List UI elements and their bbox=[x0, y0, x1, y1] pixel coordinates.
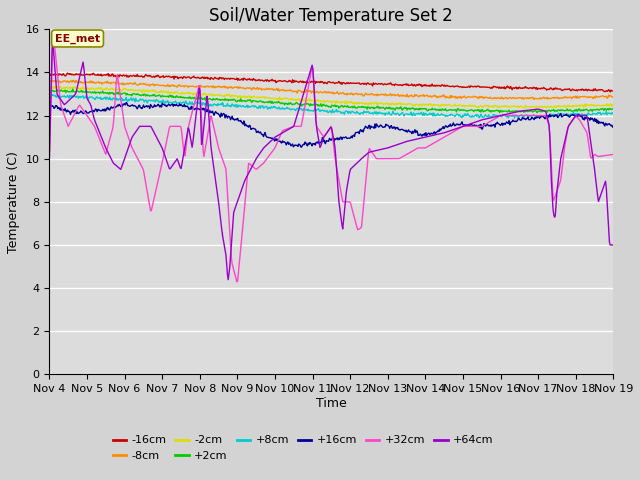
+32cm bbox=[172, 123, 179, 129]
Text: EE_met: EE_met bbox=[55, 33, 100, 44]
-8cm bbox=[401, 93, 408, 99]
-8cm bbox=[45, 79, 53, 85]
+64cm bbox=[202, 108, 209, 114]
Line: -16cm: -16cm bbox=[49, 73, 613, 92]
-16cm bbox=[417, 82, 425, 87]
+32cm bbox=[233, 279, 241, 285]
-8cm bbox=[115, 80, 122, 86]
+2cm bbox=[172, 95, 179, 100]
+8cm bbox=[609, 111, 617, 117]
+32cm bbox=[609, 152, 617, 157]
-2cm bbox=[202, 91, 209, 96]
Y-axis label: Temperature (C): Temperature (C) bbox=[7, 151, 20, 253]
+2cm bbox=[401, 105, 408, 110]
+16cm bbox=[56, 106, 63, 111]
+8cm bbox=[202, 101, 209, 107]
Line: +16cm: +16cm bbox=[49, 102, 613, 147]
+2cm bbox=[56, 88, 63, 94]
-16cm bbox=[606, 89, 614, 95]
+8cm bbox=[48, 91, 56, 97]
Line: -8cm: -8cm bbox=[49, 80, 613, 99]
-8cm bbox=[531, 96, 538, 102]
+16cm bbox=[609, 125, 617, 131]
+64cm bbox=[45, 156, 53, 162]
-2cm bbox=[45, 84, 53, 90]
-8cm bbox=[172, 84, 179, 89]
+64cm bbox=[172, 158, 179, 164]
-16cm bbox=[45, 71, 53, 77]
Line: +2cm: +2cm bbox=[49, 89, 613, 113]
-2cm bbox=[56, 84, 64, 90]
-16cm bbox=[63, 70, 71, 76]
+32cm bbox=[45, 156, 53, 162]
-2cm bbox=[51, 84, 59, 89]
+2cm bbox=[609, 106, 617, 111]
-16cm bbox=[401, 82, 408, 87]
+8cm bbox=[56, 94, 64, 100]
+8cm bbox=[172, 98, 179, 104]
-8cm bbox=[69, 77, 77, 83]
Line: -2cm: -2cm bbox=[49, 86, 613, 108]
-2cm bbox=[172, 89, 179, 95]
+16cm bbox=[298, 144, 305, 150]
-8cm bbox=[609, 94, 617, 99]
+16cm bbox=[122, 99, 130, 105]
+32cm bbox=[418, 145, 426, 151]
+64cm bbox=[609, 242, 617, 248]
+16cm bbox=[172, 103, 179, 108]
-8cm bbox=[417, 93, 425, 99]
+32cm bbox=[402, 152, 410, 158]
-8cm bbox=[56, 78, 63, 84]
+8cm bbox=[515, 115, 522, 121]
+2cm bbox=[45, 87, 53, 93]
-2cm bbox=[401, 101, 408, 107]
+64cm bbox=[402, 139, 410, 144]
Line: +8cm: +8cm bbox=[49, 94, 613, 118]
-16cm bbox=[172, 74, 179, 80]
+32cm bbox=[202, 144, 209, 150]
+16cm bbox=[45, 103, 53, 108]
+2cm bbox=[202, 97, 209, 103]
+2cm bbox=[69, 86, 77, 92]
+64cm bbox=[49, 35, 56, 40]
X-axis label: Time: Time bbox=[316, 397, 347, 410]
+2cm bbox=[115, 89, 122, 95]
+16cm bbox=[418, 133, 426, 139]
+8cm bbox=[401, 111, 408, 117]
-8cm bbox=[202, 84, 209, 89]
+2cm bbox=[533, 110, 541, 116]
+8cm bbox=[417, 109, 425, 115]
-16cm bbox=[56, 71, 63, 77]
Title: Soil/Water Temperature Set 2: Soil/Water Temperature Set 2 bbox=[209, 7, 453, 25]
+8cm bbox=[115, 97, 122, 103]
-16cm bbox=[115, 72, 122, 78]
+8cm bbox=[45, 93, 53, 98]
-16cm bbox=[202, 75, 209, 81]
-2cm bbox=[521, 105, 529, 111]
Legend: -16cm, -8cm, -2cm, +2cm, +8cm, +16cm, +32cm, +64cm: -16cm, -8cm, -2cm, +2cm, +8cm, +16cm, +3… bbox=[108, 431, 498, 466]
+32cm bbox=[115, 79, 122, 85]
+64cm bbox=[418, 135, 426, 141]
+32cm bbox=[49, 30, 57, 36]
Line: +64cm: +64cm bbox=[49, 37, 613, 280]
+16cm bbox=[202, 109, 209, 115]
+16cm bbox=[114, 102, 122, 108]
+32cm bbox=[56, 99, 64, 105]
-16cm bbox=[609, 88, 617, 94]
-2cm bbox=[609, 102, 617, 108]
+16cm bbox=[402, 129, 410, 134]
-2cm bbox=[115, 86, 122, 92]
+64cm bbox=[225, 277, 232, 283]
+64cm bbox=[56, 96, 64, 102]
Line: +32cm: +32cm bbox=[49, 33, 613, 282]
-2cm bbox=[417, 102, 425, 108]
+2cm bbox=[417, 106, 425, 111]
+64cm bbox=[115, 165, 122, 170]
